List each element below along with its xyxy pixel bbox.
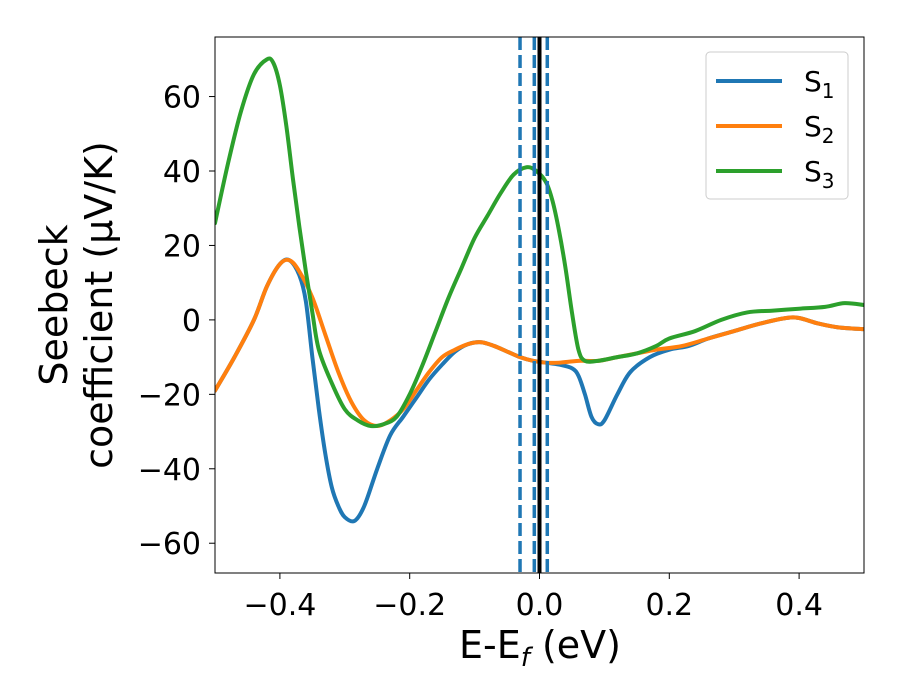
vertical-lines <box>518 37 550 573</box>
x-tick-label: 0.4 <box>775 588 823 623</box>
x-tick-label: −0.2 <box>373 588 446 623</box>
x-tick-label: 0.0 <box>516 588 564 623</box>
x-tick-label: −0.4 <box>243 588 316 623</box>
x-axis-label-main: E-E <box>459 623 521 667</box>
x-tick-label: 0.2 <box>645 588 693 623</box>
legend-items: S1 S2 S3 <box>716 65 835 193</box>
y-tick-label: 40 <box>163 155 201 190</box>
x-axis-label: E-Ef (eV) <box>459 623 621 673</box>
legend: S1 S2 S3 <box>705 51 849 200</box>
legend-label-s3: S3 <box>804 155 835 193</box>
x-axis-label-suffix: (eV) <box>530 623 621 667</box>
y-axis-label-line1: Seebeck <box>32 224 76 385</box>
series-layer <box>215 56 864 524</box>
y-tick-label: 60 <box>163 81 201 116</box>
y-tick-label: −20 <box>138 378 201 413</box>
y-axis-ticks: −60 −40 −20 0 20 40 60 <box>138 81 215 562</box>
y-tick-label: −60 <box>138 527 201 562</box>
y-axis-label-line2: coefficient (μV/K) <box>77 141 121 469</box>
y-tick-label: 20 <box>163 229 201 264</box>
legend-label-s2: S2 <box>804 110 835 148</box>
y-tick-label: −40 <box>138 453 201 488</box>
x-axis-ticks: −0.4 −0.2 0.0 0.2 0.4 <box>243 573 823 623</box>
y-tick-label: 0 <box>182 304 201 339</box>
series-line-s3 <box>215 56 864 429</box>
legend-label-s1: S1 <box>804 65 835 103</box>
